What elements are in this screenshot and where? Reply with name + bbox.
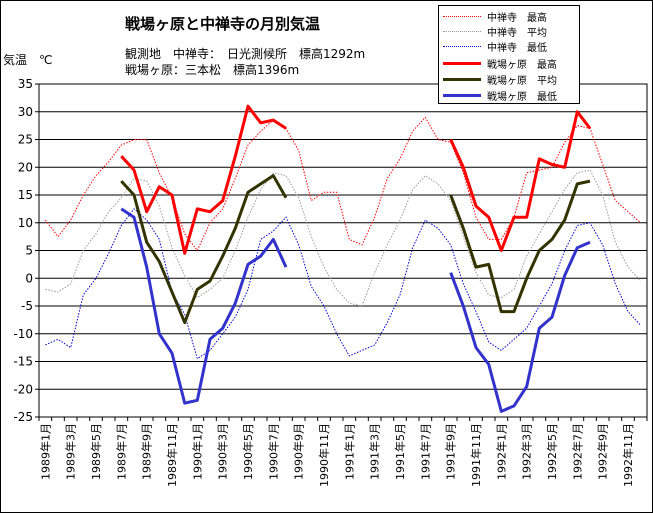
- x-tick-label: 1992年1月: [494, 423, 508, 480]
- x-tick-label: 1989年7月: [114, 423, 128, 480]
- legend-swatch: [443, 94, 481, 97]
- series-line: [44, 116, 642, 252]
- y-tick-label: 0: [25, 271, 33, 285]
- x-tick-label: 1989年11月: [165, 423, 179, 487]
- y-tick-label: -20: [13, 382, 33, 396]
- x-tick-label: 1991年7月: [418, 423, 432, 480]
- series-line: [45, 169, 642, 307]
- x-tick-label: 1991年5月: [393, 423, 407, 480]
- x-tick-label: 1990年5月: [241, 423, 255, 480]
- x-tick-label: 1990年11月: [317, 423, 331, 487]
- y-tick-label: -15: [13, 355, 33, 369]
- x-tick-label: 1992年5月: [545, 423, 559, 480]
- x-tick-label: 1989年9月: [140, 423, 154, 480]
- legend-item: 中禅寺 最高: [443, 9, 547, 24]
- x-tick-label: 1992年9月: [596, 423, 610, 480]
- legend-label: 中禅寺 平均: [487, 28, 547, 39]
- y-tick-label: 25: [18, 133, 33, 147]
- legend-label: 中禅寺 最高: [487, 13, 547, 24]
- y-axis-label: 気温 ℃: [3, 53, 53, 67]
- x-tick-label: 1991年1月: [342, 423, 356, 480]
- series-line: [449, 240, 591, 413]
- x-tick-label: 1989年1月: [38, 423, 52, 480]
- y-tick-label: 10: [18, 216, 33, 230]
- subtitle-chuzenji: 観測地 中禅寺： 日光測候所 標高1292m: [125, 47, 366, 61]
- chart-title: 戦場ヶ原と中禅寺の月別気温: [125, 15, 321, 33]
- legend-item: 戦場ヶ原 最高: [443, 56, 557, 71]
- y-tick-label: 5: [25, 244, 33, 258]
- legend-label: 戦場ヶ原 最低: [487, 92, 557, 103]
- legend-swatch: [443, 62, 481, 65]
- series-line: [120, 207, 288, 405]
- series-line: [449, 110, 592, 252]
- y-tick-label: 15: [18, 188, 33, 202]
- x-tick-label: 1991年3月: [368, 423, 382, 480]
- legend-item: 戦場ヶ原 最低: [443, 88, 557, 103]
- x-tick-label: 1989年5月: [89, 423, 103, 480]
- legend-item: 戦場ヶ原 平均: [443, 72, 557, 87]
- y-tick-label: 30: [18, 105, 33, 119]
- y-tick-label: -10: [13, 327, 33, 341]
- y-tick-label: 35: [18, 77, 33, 91]
- x-tick-label: 1992年7月: [570, 423, 584, 480]
- x-tick-label: 1991年11月: [469, 423, 483, 487]
- legend: 中禅寺 最高 中禅寺 平均 中禅寺 最低 戦場ヶ原 最高 戦場ヶ原 平均 戦場ヶ…: [438, 5, 580, 104]
- x-tick-label: 1992年3月: [520, 423, 534, 480]
- y-tick-label: -25: [13, 410, 33, 424]
- series-line: [120, 174, 288, 325]
- legend-item: 中禅寺 平均: [443, 24, 547, 39]
- legend-swatch: [443, 46, 481, 47]
- legend-label: 中禅寺 最低: [487, 43, 547, 54]
- x-tick-label: 1990年7月: [266, 423, 280, 480]
- y-tick-label: 20: [18, 160, 33, 174]
- x-tick-label: 1990年1月: [190, 423, 204, 480]
- legend-swatch: [443, 78, 481, 81]
- x-tick-label: 1991年9月: [444, 423, 458, 480]
- legend-swatch: [443, 31, 481, 32]
- y-tick-label: -5: [21, 299, 33, 313]
- x-tick-label: 1990年3月: [216, 423, 230, 480]
- legend-label: 戦場ヶ原 最高: [487, 60, 557, 71]
- x-tick-label: 1990年9月: [292, 423, 306, 480]
- subtitle-senjogahara: 戦場ヶ原：三本松 標高1396m: [125, 63, 300, 77]
- legend-label: 戦場ヶ原 平均: [487, 76, 557, 87]
- series-line: [120, 104, 287, 255]
- x-tick-label: 1989年3月: [64, 423, 78, 480]
- series-line: [449, 179, 591, 314]
- x-tick-label: 1992年11月: [621, 423, 635, 487]
- legend-item: 中禅寺 最低: [443, 39, 547, 54]
- series-line: [45, 208, 642, 360]
- legend-swatch: [443, 16, 481, 17]
